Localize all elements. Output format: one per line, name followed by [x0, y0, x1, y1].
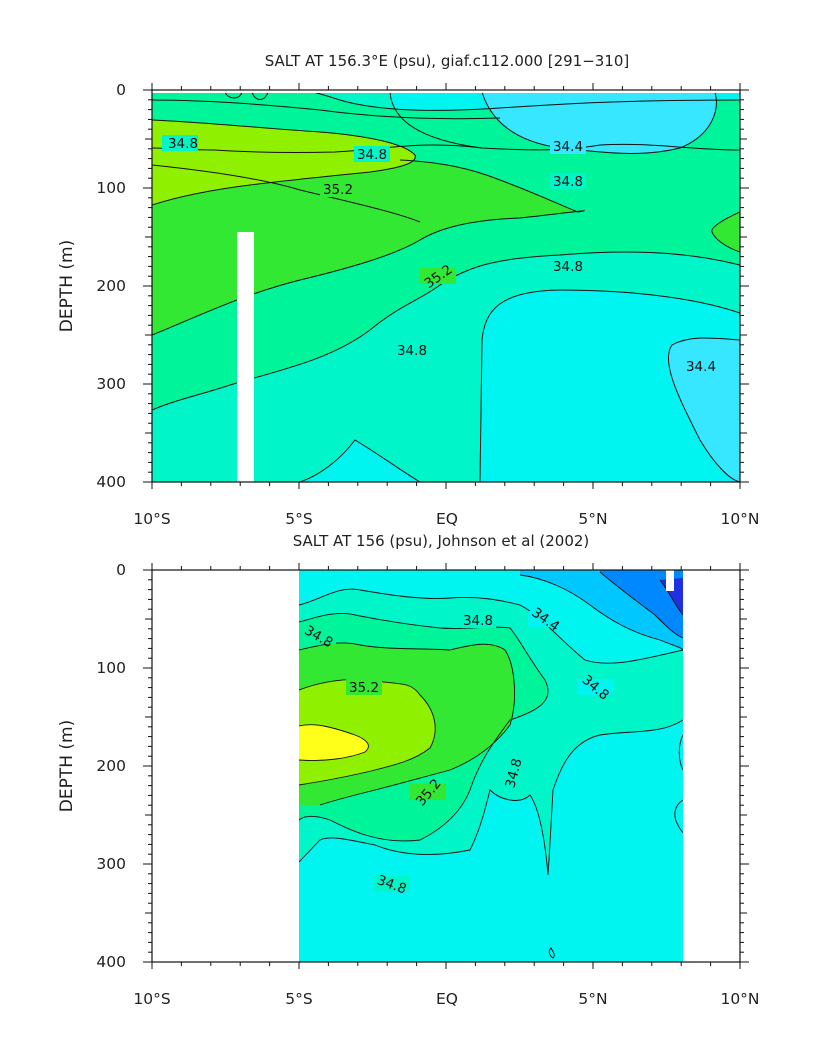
y-tick-label: 100	[96, 659, 126, 677]
x-tick-label: EQ	[436, 990, 458, 1008]
band-below-34.0	[660, 578, 683, 615]
band-35.0-35.2-east	[711, 212, 740, 252]
title-bottom: SALT AT 156 (psu), Johnson et al (2002)	[293, 532, 590, 550]
x-tick-label: EQ	[436, 510, 458, 528]
x-tick-label: 10°N	[720, 510, 759, 528]
contour-lines-bottom	[299, 571, 683, 959]
x-tick-label: 10°S	[133, 990, 170, 1008]
contour-label: 34.8	[553, 174, 583, 190]
contour-fill-bottom	[299, 570, 683, 962]
x-tick-label: 5°S	[285, 510, 312, 528]
panel-bottom: SALT AT 156 (psu), Johnson et al (2002)	[57, 532, 760, 1008]
x-tick-label: 5°N	[578, 510, 607, 528]
x-tick-labels-bottom: 10°S 5°S EQ 5°N 10°N	[133, 990, 759, 1008]
surface-gap	[152, 89, 740, 93]
band-34.0-34.2	[600, 570, 683, 638]
band-34.2-34.4-small	[599, 575, 612, 586]
contour-lines-top	[152, 92, 740, 482]
x-tick-label: 10°N	[720, 990, 759, 1008]
contour-label: 34.8	[553, 259, 583, 275]
contour-label: 34.8	[357, 147, 387, 163]
contour-label: 34.4	[553, 139, 583, 155]
y-tick-label: 100	[96, 179, 126, 197]
missing-data-gap	[237, 232, 254, 482]
contour-label: 34.8	[502, 757, 525, 790]
y-axis-title-bottom: DEPTH (m)	[57, 720, 77, 812]
y-axis-title-top: DEPTH (m)	[57, 240, 77, 332]
y-tick-label: 200	[96, 277, 126, 295]
y-tick-label: 200	[96, 757, 126, 775]
band-35.2-35.4	[152, 120, 416, 205]
y-tick-label: 0	[116, 561, 126, 579]
y-tick-label: 300	[96, 375, 126, 393]
band-34.2-34.4	[482, 92, 717, 154]
contour-labels-top: 34.8 34.8 35.2 34.4 34.8 35.2 34.8 34.8 …	[162, 135, 716, 375]
y-tick-label: 400	[96, 953, 126, 971]
x-tick-labels-top: 10°S 5°S EQ 5°N 10°N	[133, 510, 759, 528]
y-tick-label: 400	[96, 473, 126, 491]
x-tick-label: 5°N	[578, 990, 607, 1008]
y-tick-label: 300	[96, 855, 126, 873]
contour-label: 34.8	[397, 343, 427, 359]
contour-label: 34.8	[463, 613, 493, 629]
missing-data-notch	[666, 570, 674, 591]
ticks-bottom	[143, 563, 749, 969]
y-tick-labels-top: 0 100 200 300 400	[96, 81, 126, 491]
y-tick-label: 0	[116, 81, 126, 99]
x-tick-label: 10°S	[133, 510, 170, 528]
contour-label: 35.2	[323, 182, 353, 198]
panel-top: SALT AT 156.3°E (psu), giaf.c112.000 [29…	[57, 52, 760, 528]
contour-label: 35.2	[349, 680, 379, 696]
x-tick-label: 5°S	[285, 990, 312, 1008]
ticks-top	[143, 83, 749, 489]
contour-label: 34.4	[686, 359, 716, 375]
y-tick-labels-bottom: 0 100 200 300 400	[96, 561, 126, 971]
title-top: SALT AT 156.3°E (psu), giaf.c112.000 [29…	[265, 52, 630, 70]
contour-label: 34.8	[168, 136, 198, 152]
